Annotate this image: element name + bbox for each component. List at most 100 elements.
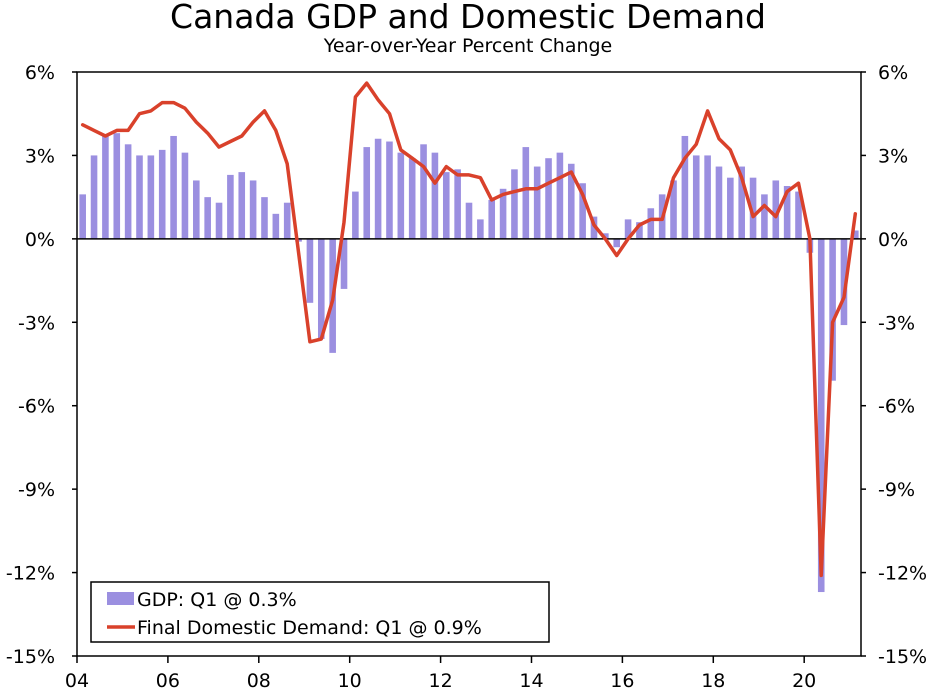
x-tick-label: 16 [610,670,634,692]
gdp-bar [374,138,382,239]
gdp-bar [261,197,268,239]
gdp-bar [431,152,439,239]
gdp-bar [772,180,780,239]
gdp-bar [227,174,234,239]
plot-frame [76,71,862,657]
y-tick-label-right: -15% [878,646,927,668]
gdp-bar [249,180,257,239]
x-tick-label: 04 [65,670,89,692]
gdp-bar [624,219,632,239]
gdp-bar [102,135,109,239]
gdp-bars [79,133,859,593]
legend-box [90,581,550,643]
y-tick-label-right: 3% [878,145,908,167]
gdp-bar [817,238,825,593]
axis-ticks [72,71,866,663]
gdp-bar [636,222,643,239]
gdp-bar [306,238,314,303]
gdp-bar [124,144,132,239]
gdp-bar [704,155,711,239]
gdp-bar [113,133,121,239]
gdp-bar [215,202,223,239]
legend: GDP: Q1 @ 0.3% Final Domestic Demand: Q1… [90,581,550,643]
gdp-bar [579,183,586,239]
gdp-bar [533,166,541,239]
y-tick-label-right: 6% [878,62,908,84]
gdp-bar [840,238,848,326]
gdp-bar [749,177,757,239]
gdp-bar [454,169,461,239]
gdp-bar [670,180,677,239]
gdp-bar [465,202,473,239]
gdp-bar [761,194,768,239]
gdp-bar [386,141,393,239]
gdp-bar [692,155,700,239]
x-tick-label: 20 [792,670,816,692]
legend-gdp-swatch [107,592,134,605]
y-tick-label-left: -12% [6,563,55,585]
y-tick-label-right: -3% [878,312,915,334]
gdp-bar [397,152,405,239]
gdp-bar [511,169,518,239]
gdp-bar [545,158,552,239]
gdp-bar [727,177,734,239]
gdp-bar [783,186,791,239]
legend-fdd-label: Final Domestic Demand: Q1 @ 0.9% [137,617,482,639]
y-tick-label-left: -15% [6,646,55,668]
final-domestic-demand-line [80,81,858,578]
y-tick-label-left: 6% [25,62,55,84]
x-axis: 04 06 08 10 12 14 16 18 20 [65,670,816,692]
gdp-bar [738,166,745,239]
x-tick-label: 12 [429,670,453,692]
y-tick-label-left: 3% [25,145,55,167]
gdp-bar [408,158,416,239]
gdp-bar [193,180,200,239]
gdp-bar [499,188,507,239]
gdp-bar [488,199,496,239]
gdp-bar [602,233,609,239]
x-tick-label: 14 [519,670,543,692]
y-tick-label-right: -6% [878,396,915,418]
gdp-bar [136,155,143,239]
gdp-bar [363,147,371,239]
gdp-bar [420,144,427,239]
gdp-bar [340,238,348,289]
right-y-axis: 6% 3% 0% -3% -6% -9% -12% -15% [878,62,927,668]
x-tick-label: 06 [156,670,180,692]
y-tick-label-left: -3% [18,312,55,334]
y-tick-label-left: -9% [18,479,55,501]
gdp-bar [522,147,530,239]
gdp-bar [829,238,836,381]
gdp-bar [170,135,177,239]
legend-gdp-label: GDP: Q1 @ 0.3% [137,589,297,611]
x-tick-label: 18 [701,670,725,692]
gdp-bar [283,202,291,239]
x-tick-label: 08 [247,670,271,692]
gdp-bar [272,213,280,239]
gdp-bar [556,152,564,239]
gdp-bar [442,172,450,239]
gdp-bar [567,163,575,239]
chart-subtitle: Year-over-Year Percent Change [323,35,613,57]
gdp-bar [147,155,155,239]
gdp-bar [79,194,86,239]
gdp-bar [90,155,98,239]
left-y-axis: 6% 3% 0% -3% -6% -9% -12% -15% [6,62,55,668]
gdp-bar [317,238,325,339]
gdp-bar [795,191,802,239]
gdp-bar [681,135,689,239]
y-tick-label-left: -6% [18,396,55,418]
gdp-bar [352,191,359,239]
gdp-bar [613,238,621,248]
x-tick-label: 10 [338,670,362,692]
y-tick-label-left: 0% [25,229,55,251]
y-tick-label-right: 0% [878,229,908,251]
y-tick-label-right: -9% [878,479,915,501]
gdp-bar [852,230,859,239]
gdp-bar [158,149,166,239]
gdp-bar [238,172,246,239]
gdp-bar [181,152,189,239]
gdp-bar [715,166,723,239]
chart-title: Canada GDP and Domestic Demand [170,0,766,36]
